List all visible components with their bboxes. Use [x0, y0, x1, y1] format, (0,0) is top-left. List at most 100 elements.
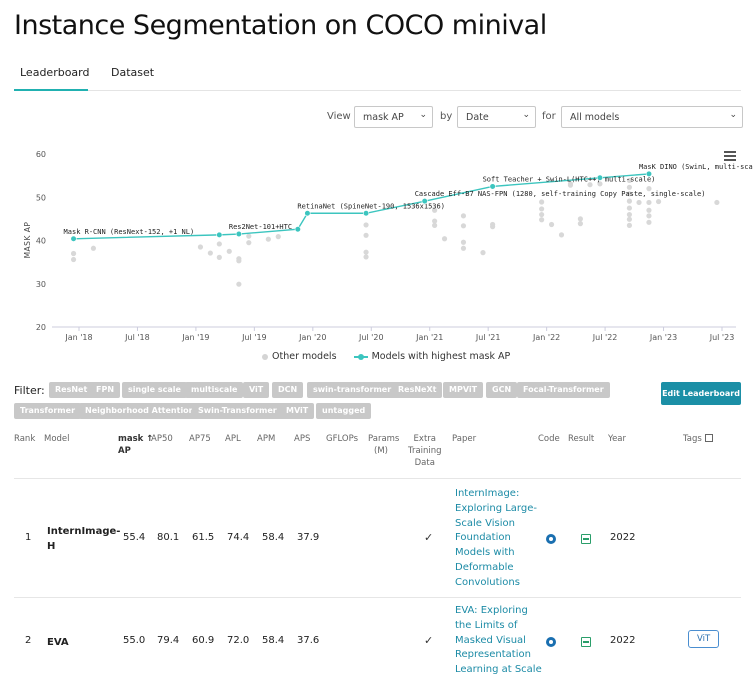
legend-item-best[interactable]: Models with highest mask AP: [353, 351, 510, 362]
filter-chip[interactable]: MPViT: [443, 382, 484, 398]
check-icon: ✓: [424, 634, 434, 647]
github-icon[interactable]: [546, 637, 556, 650]
data-point-best: [235, 230, 242, 238]
chart-menu-icon[interactable]: [724, 151, 736, 161]
tab-dataset[interactable]: Dataset: [111, 66, 155, 79]
chevron-down-icon: ⌄: [419, 110, 427, 120]
data-point-other: [432, 207, 438, 213]
paper-link[interactable]: EVA: Exploring the Limits of Masked Visual…: [455, 605, 542, 676]
data-point-other: [246, 233, 252, 239]
data-point-other: [70, 250, 77, 257]
tag-badge[interactable]: ViT: [688, 630, 720, 648]
chevron-down-icon: ⌄: [522, 110, 530, 120]
result-icon[interactable]: [581, 534, 591, 547]
data-point-other: [539, 211, 545, 218]
filter-chip[interactable]: DCN: [272, 382, 304, 398]
tab-bar: Leaderboard Dataset: [14, 58, 741, 91]
xaxis-select[interactable]: Date ⌄: [457, 106, 536, 128]
col-model[interactable]: Model: [44, 434, 70, 444]
data-point-other: [236, 281, 242, 287]
filter-chip[interactable]: multiscale: [185, 382, 244, 398]
col-mask-ap[interactable]: mask ↑ AP: [118, 434, 154, 456]
data-point-other: [626, 211, 633, 218]
filter-chip[interactable]: FPN: [90, 382, 121, 398]
apm-cell: 58.4: [262, 532, 285, 543]
apm-cell: 58.4: [262, 635, 285, 646]
data-point-best: [304, 210, 311, 217]
data-point-other: [597, 181, 603, 187]
data-point-other: [363, 254, 369, 260]
data-point-other: [636, 199, 642, 206]
filter-chip[interactable]: ResNet: [49, 382, 94, 398]
data-point-other: [490, 224, 496, 230]
models-select[interactable]: All models ⌄: [561, 106, 743, 128]
filter-chip[interactable]: swin-transformer: [307, 382, 398, 398]
data-label: RetinaNet (SpineNet-190, 1536x1536): [297, 202, 445, 210]
filter-chip[interactable]: MViT: [280, 403, 315, 419]
data-point-other: [567, 182, 574, 188]
filter-chip[interactable]: GCN: [486, 382, 518, 398]
filter-chip[interactable]: Swin-Transformer: [192, 403, 283, 419]
col-gflops[interactable]: GFLOPs: [326, 434, 359, 444]
paper-link[interactable]: InternImage: Exploring Large- Scale Vision…: [455, 488, 537, 588]
col-extra-data[interactable]: Extra Training Data: [408, 434, 442, 468]
aps-cell: 37.6: [297, 635, 320, 646]
filter-chip[interactable]: ResNeXt: [392, 382, 443, 398]
edit-icon[interactable]: [704, 434, 713, 442]
ap50-cell: 79.4: [157, 635, 180, 646]
model-link[interactable]: EVA: [47, 637, 69, 648]
metric-select-value: mask AP: [363, 112, 404, 123]
col-apl[interactable]: APL: [225, 434, 241, 444]
col-params[interactable]: Params (M): [368, 434, 400, 456]
data-point-other: [626, 216, 633, 222]
rank-cell: 1: [25, 532, 32, 543]
col-year[interactable]: Year: [608, 434, 626, 444]
y-tick-label: 20: [36, 323, 46, 332]
edit-leaderboard-button[interactable]: Edit Leaderboard: [661, 382, 741, 405]
data-point-other: [275, 234, 281, 240]
mask-ap-cell: 55.0: [123, 635, 146, 646]
col-paper: Paper: [452, 434, 477, 444]
data-point-other: [363, 232, 369, 238]
x-tick-label: Jan '22: [532, 333, 560, 342]
filter-chip[interactable]: Transformer: [14, 403, 82, 419]
legend-item-other[interactable]: Other models: [262, 351, 337, 362]
col-rank[interactable]: Rank: [14, 434, 36, 444]
data-point-other: [646, 219, 652, 225]
data-point-other: [90, 245, 97, 251]
data-point-other: [363, 249, 369, 255]
github-icon[interactable]: [546, 534, 556, 547]
divider: [14, 597, 741, 598]
mask-ap-cell: 55.4: [123, 532, 146, 543]
y-tick-label: 50: [36, 193, 46, 202]
data-point-other: [539, 206, 545, 212]
metric-select[interactable]: mask AP ⌄: [354, 106, 433, 128]
filter-chip[interactable]: untagged: [316, 403, 372, 419]
data-point-other: [714, 199, 720, 206]
sota-chart: 60 50 40 30 20 MASK AP Jan '18 Jul '18 Jan '19 Ju…: [0, 140, 753, 372]
result-icon[interactable]: [581, 637, 591, 650]
col-aps[interactable]: APS: [294, 434, 311, 444]
aps-cell: 37.9: [297, 532, 320, 543]
divider: [14, 478, 741, 479]
table-row[interactable]: 1 InternImage- H 55.4 80.1 61.5 74.4 58.4…: [0, 479, 753, 597]
data-point-other: [626, 222, 633, 228]
col-ap50[interactable]: AP50: [151, 434, 173, 444]
x-tick-label: Jul '20: [358, 333, 384, 342]
chart-svg: 60 50 40 30 20 MASK AP Jan '18 Jul '18 Jan '19 Ju…: [23, 150, 753, 342]
tab-leaderboard[interactable]: Leaderboard: [20, 66, 90, 79]
data-point-other: [460, 239, 467, 245]
data-point-other: [626, 177, 633, 183]
filter-chip[interactable]: ViT: [243, 382, 270, 398]
filter-chip[interactable]: Focal-Transformer: [517, 382, 610, 398]
data-point-other: [265, 236, 271, 242]
filter-chip[interactable]: Neighborhood Attention: [79, 403, 201, 419]
col-ap75[interactable]: AP75: [189, 434, 211, 444]
model-link[interactable]: InternImage- H: [47, 526, 121, 552]
data-point-other: [626, 191, 633, 197]
data-label: Soft Teacher + Swin-L(HTC++, multi-scale…: [483, 175, 656, 183]
col-apm[interactable]: APM: [257, 434, 276, 444]
table-row[interactable]: 2 EVA 55.0 79.4 60.9 72.0 58.4 37.6 ✓ EV…: [0, 598, 753, 688]
col-tags[interactable]: Tags: [683, 433, 713, 445]
filter-chip[interactable]: single scale: [122, 382, 187, 398]
